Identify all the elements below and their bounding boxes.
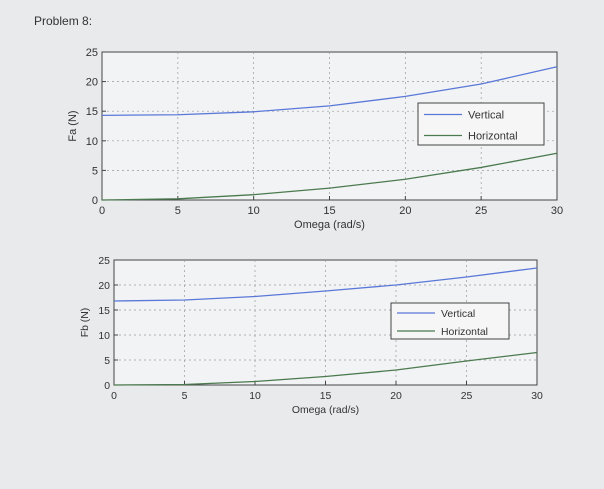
y-axis-label: Fb (N): [80, 308, 91, 338]
y-tick-label: 25: [86, 47, 98, 59]
chart-2: 0 5 10 15 20 25 30 0 5 10 15 20 25 Omega (rad/s) Fb (N…: [80, 256, 543, 416]
x-tick-label: 15: [320, 391, 332, 402]
y-tick-label: 10: [86, 136, 98, 148]
legend-box: [390, 302, 510, 340]
problem-heading: Problem 8:: [34, 14, 93, 28]
x-tick-label: 25: [461, 391, 473, 402]
x-tick-label: 15: [323, 205, 335, 217]
series-line-vertical: [101, 66, 558, 116]
y-tick-label: 0: [92, 195, 98, 207]
series-line-horizontal: [113, 351, 538, 386]
legend-box: [417, 102, 545, 146]
legend-label: Horizontal: [441, 327, 488, 338]
x-tick-label: 0: [111, 391, 117, 402]
series-line-vertical: [113, 267, 538, 302]
x-tick-label: 30: [551, 205, 563, 217]
legend-label: Horizontal: [468, 131, 518, 143]
x-tick-label: 5: [182, 391, 188, 402]
legend-label: Vertical: [468, 110, 504, 122]
y-tick-label: 25: [98, 256, 110, 267]
y-tick-label: 5: [104, 356, 110, 367]
y-tick-label: 5: [92, 165, 98, 177]
x-tick-label: 25: [475, 205, 487, 217]
x-tick-label: 30: [531, 391, 543, 402]
x-tick-label: 10: [249, 391, 261, 402]
x-tick-label: 5: [175, 205, 181, 217]
series-line-horizontal: [101, 152, 558, 201]
x-tick-label: 10: [248, 205, 260, 217]
y-tick-label: 15: [98, 306, 110, 317]
y-axis-label: Fa (N): [67, 110, 79, 141]
y-tick-label: 0: [104, 381, 110, 392]
x-tick-label: 20: [399, 205, 411, 217]
x-axis-label: Omega (rad/s): [292, 405, 359, 416]
x-tick-label: 20: [390, 391, 402, 402]
y-tick-label: 10: [98, 331, 110, 342]
y-tick-label: 20: [98, 281, 110, 292]
chart-1: 0 5 10 15 20 25 30 0 5 10 15 20 25 Omega (rad/s) Fa (N…: [67, 47, 563, 231]
y-tick-label: 20: [86, 77, 98, 89]
x-tick-label: 0: [99, 205, 105, 217]
legend-label: Vertical: [441, 309, 475, 320]
x-axis-label: Omega (rad/s): [294, 219, 365, 231]
y-tick-label: 15: [86, 106, 98, 118]
